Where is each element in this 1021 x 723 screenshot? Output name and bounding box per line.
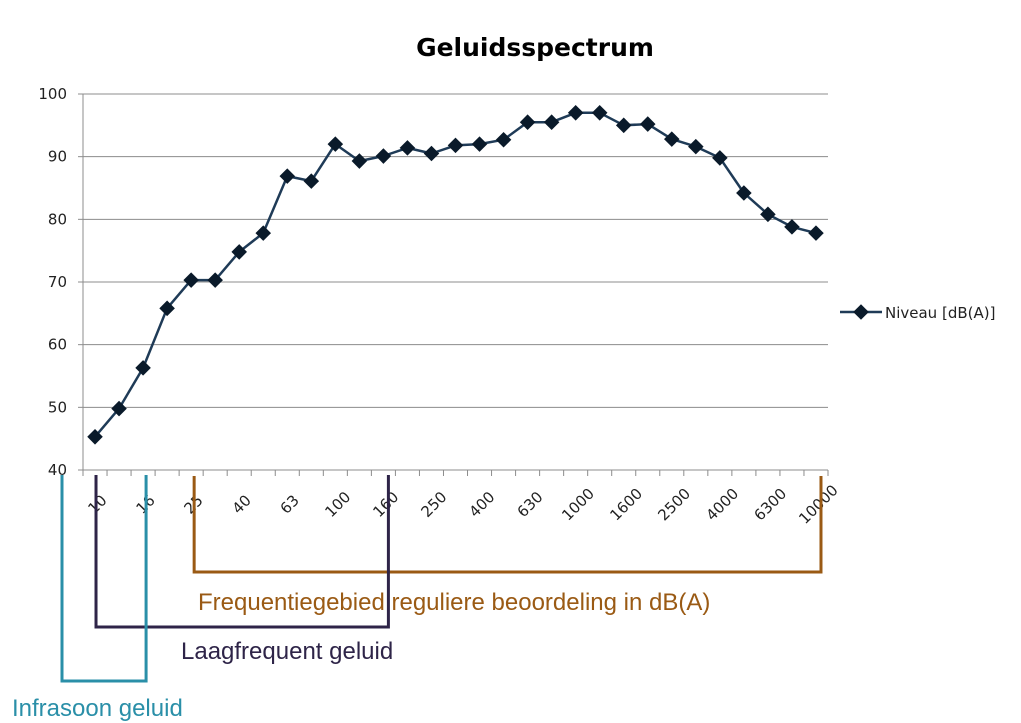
- data-point: [399, 140, 416, 156]
- data-point: [183, 272, 199, 288]
- annotation-low-frequency-label: Laagfrequent geluid: [181, 638, 393, 665]
- data-point: [784, 219, 800, 235]
- y-tick-label: 80: [48, 210, 67, 228]
- data-point: [808, 225, 824, 241]
- legend-label: Niveau [dB(A)]: [885, 304, 995, 322]
- x-tick-label: 400: [466, 488, 499, 521]
- y-tick-label: 70: [48, 273, 67, 291]
- data-point: [615, 117, 632, 134]
- data-point: [447, 137, 464, 154]
- y-tick-label: 60: [48, 336, 67, 354]
- annotation-regular-range-label: Frequentiegebied reguliere beoordeling i…: [198, 589, 710, 616]
- data-point: [375, 148, 392, 164]
- annotation-infrasound-bracket: [60, 475, 148, 683]
- x-tick-label: 2500: [654, 485, 694, 525]
- annotation-low-frequency-bracket: [94, 475, 390, 629]
- data-point: [760, 206, 776, 223]
- data-point: [159, 300, 175, 317]
- annotation-infrasound-label: Infrasoon geluid: [12, 695, 183, 722]
- data-point: [712, 150, 728, 166]
- x-tick-label: 4000: [702, 485, 742, 525]
- x-tick-label: 6300: [751, 485, 791, 525]
- data-point: [688, 138, 704, 155]
- data-point: [495, 131, 512, 148]
- y-tick-label: 40: [48, 461, 67, 479]
- annotation-regular-range-bracket: [192, 476, 823, 574]
- data-point: [279, 168, 296, 184]
- data-point: [207, 272, 223, 288]
- x-tick-label: 1000: [558, 485, 598, 525]
- legend: Niveau [dB(A)]: [840, 304, 995, 322]
- data-point: [591, 105, 608, 121]
- y-tick-label: 100: [38, 85, 67, 103]
- data-point: [303, 173, 320, 189]
- legend-marker: [853, 304, 869, 320]
- x-tick-label: 250: [417, 488, 450, 521]
- chart-title: Geluidsspectrum: [416, 33, 654, 62]
- data-point: [567, 105, 584, 121]
- x-tick-label: 630: [514, 488, 547, 521]
- x-tick-label: 160: [369, 488, 402, 521]
- x-tick-label: 40: [229, 491, 255, 517]
- x-tick-label: 1600: [606, 485, 646, 525]
- data-point: [639, 116, 656, 132]
- grid: [83, 93, 828, 408]
- data-point: [736, 185, 752, 201]
- data-point: [327, 136, 344, 152]
- data-point: [423, 145, 440, 162]
- data-point: [543, 114, 560, 130]
- series-line: [94, 111, 817, 438]
- data-point: [664, 131, 680, 147]
- data-point: [471, 136, 488, 152]
- x-tick-label: 63: [277, 491, 303, 517]
- x-tick-label: 10000: [795, 481, 841, 527]
- x-tick-label: 100: [321, 488, 354, 521]
- data-point: [231, 244, 247, 260]
- annotations: Frequentiegebied reguliere beoordeling i…: [12, 475, 823, 722]
- data-point: [351, 153, 368, 169]
- data-point: [255, 225, 272, 241]
- y-tick-label: 50: [48, 398, 67, 416]
- y-tick-label: 90: [48, 148, 67, 166]
- data-point: [135, 360, 151, 376]
- plot-area: [87, 105, 824, 445]
